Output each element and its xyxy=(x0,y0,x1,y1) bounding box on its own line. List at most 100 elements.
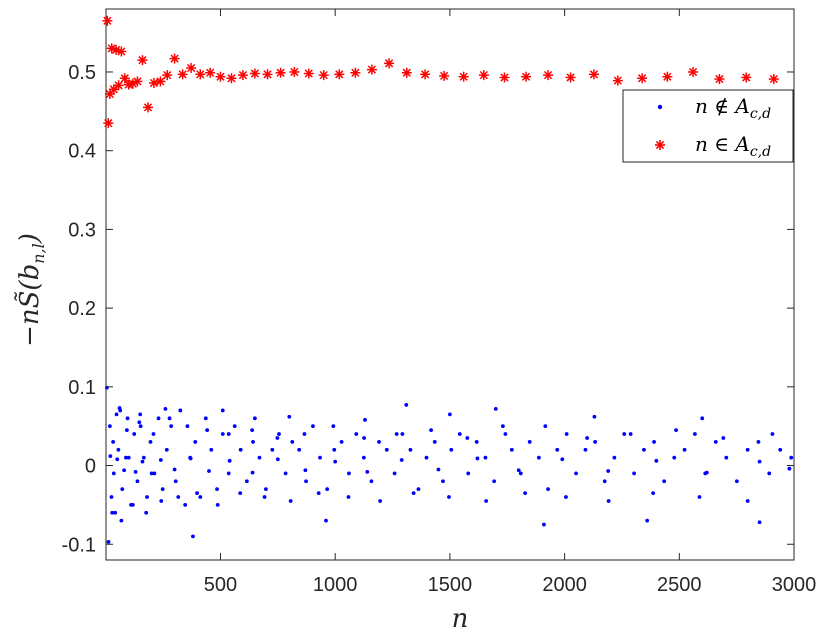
data-point-not-in-set xyxy=(251,440,255,444)
data-point-not-in-set xyxy=(132,432,137,436)
data-point-not-in-set xyxy=(138,424,143,429)
data-point-not-in-set xyxy=(159,499,164,503)
data-point-in-set xyxy=(401,67,412,78)
y-axis-label-main: −nS̃(b xyxy=(14,264,45,347)
data-point-not-in-set xyxy=(106,539,111,544)
data-point-not-in-set xyxy=(432,440,437,444)
data-point-not-in-set xyxy=(447,412,452,417)
data-point-in-set xyxy=(169,53,180,64)
data-point-in-set xyxy=(226,73,237,84)
data-point-in-set xyxy=(588,69,599,80)
data-point-not-in-set xyxy=(257,455,262,460)
y-axis-label-close: ) xyxy=(15,233,45,244)
data-point-in-set xyxy=(205,67,216,78)
data-point-not-in-set xyxy=(628,432,633,436)
data-point-not-in-set xyxy=(311,424,315,429)
data-point-not-in-set xyxy=(151,432,156,436)
data-point-not-in-set xyxy=(164,447,169,452)
data-point-not-in-set xyxy=(116,447,121,452)
data-point-not-in-set xyxy=(745,447,750,452)
data-point-not-in-set xyxy=(392,471,397,476)
data-point-in-set xyxy=(195,69,206,80)
data-point-not-in-set xyxy=(651,491,656,495)
data-point-not-in-set xyxy=(108,454,113,458)
data-point-not-in-set xyxy=(122,468,127,473)
data-point-not-in-set xyxy=(262,495,267,499)
data-point-in-set xyxy=(768,74,779,85)
data-point-not-in-set xyxy=(543,424,548,429)
legend-label-not-in-set-main: n ∉ A xyxy=(695,94,750,118)
data-point-not-in-set xyxy=(757,520,762,525)
data-point-not-in-set xyxy=(178,408,183,413)
data-point-not-in-set xyxy=(622,432,627,436)
data-point-not-in-set xyxy=(167,416,172,421)
data-point-in-set xyxy=(499,72,510,83)
data-point-not-in-set xyxy=(654,458,659,463)
data-point-not-in-set xyxy=(606,499,611,503)
data-point-in-set xyxy=(334,69,345,80)
data-point-not-in-set xyxy=(226,432,231,436)
data-point-in-set xyxy=(162,70,173,81)
data-point-in-set xyxy=(439,70,450,81)
data-point-not-in-set xyxy=(721,436,726,440)
data-point-not-in-set xyxy=(560,457,565,462)
data-point-in-set xyxy=(186,63,197,74)
data-point-not-in-set xyxy=(606,469,611,473)
data-point-not-in-set xyxy=(757,459,762,464)
data-point-in-set xyxy=(688,66,699,77)
data-point-not-in-set xyxy=(111,440,116,444)
data-point-not-in-set xyxy=(130,503,135,507)
y-tick-label: 0.2 xyxy=(68,298,96,320)
data-point-in-set xyxy=(142,102,153,113)
data-point-not-in-set xyxy=(158,458,163,462)
data-point-not-in-set xyxy=(339,440,344,444)
legend-marker-asterisk xyxy=(655,140,665,150)
data-point-not-in-set xyxy=(408,447,413,452)
data-point-not-in-set xyxy=(148,440,153,444)
data-point-not-in-set xyxy=(169,424,174,429)
data-point-not-in-set xyxy=(244,479,249,484)
data-point-not-in-set xyxy=(250,470,255,475)
data-point-not-in-set xyxy=(523,491,528,495)
data-point-not-in-set xyxy=(416,487,421,492)
data-point-not-in-set xyxy=(195,491,199,495)
data-point-not-in-set xyxy=(109,495,114,499)
data-point-in-set xyxy=(102,15,113,26)
data-point-in-set xyxy=(543,70,554,81)
data-point-not-in-set xyxy=(191,534,195,539)
x-tick-label: 1500 xyxy=(428,574,473,596)
data-point-not-in-set xyxy=(612,455,617,460)
data-point-in-set xyxy=(303,68,314,79)
data-point-in-set xyxy=(478,70,489,81)
data-point-not-in-set xyxy=(574,471,578,476)
data-point-not-in-set xyxy=(509,447,514,452)
data-point-not-in-set xyxy=(113,510,118,515)
data-point-in-set xyxy=(741,72,752,83)
data-point-not-in-set xyxy=(492,479,497,484)
data-point-not-in-set xyxy=(324,518,328,523)
data-point-not-in-set xyxy=(378,499,383,503)
data-point-in-set xyxy=(119,73,130,84)
data-point-not-in-set xyxy=(332,447,337,452)
data-point-not-in-set xyxy=(141,455,146,460)
data-point-not-in-set xyxy=(163,406,168,411)
data-point-not-in-set xyxy=(140,459,145,464)
data-point-not-in-set xyxy=(215,503,220,507)
data-point-not-in-set xyxy=(124,455,128,460)
data-point-not-in-set xyxy=(593,440,598,444)
data-point-not-in-set xyxy=(120,487,125,492)
data-point-not-in-set xyxy=(483,455,488,460)
data-point-not-in-set xyxy=(220,432,225,436)
data-point-not-in-set xyxy=(362,436,366,440)
data-point-not-in-set xyxy=(546,487,550,492)
data-point-in-set xyxy=(637,73,648,84)
data-point-in-set xyxy=(350,67,361,78)
data-point-not-in-set xyxy=(316,491,321,495)
data-point-not-in-set xyxy=(124,428,129,433)
data-point-not-in-set xyxy=(252,416,257,421)
data-point-not-in-set xyxy=(302,432,307,436)
data-point-not-in-set xyxy=(466,471,471,476)
data-point-in-set xyxy=(237,70,248,81)
data-point-not-in-set xyxy=(238,491,243,495)
data-point-not-in-set xyxy=(331,424,336,429)
